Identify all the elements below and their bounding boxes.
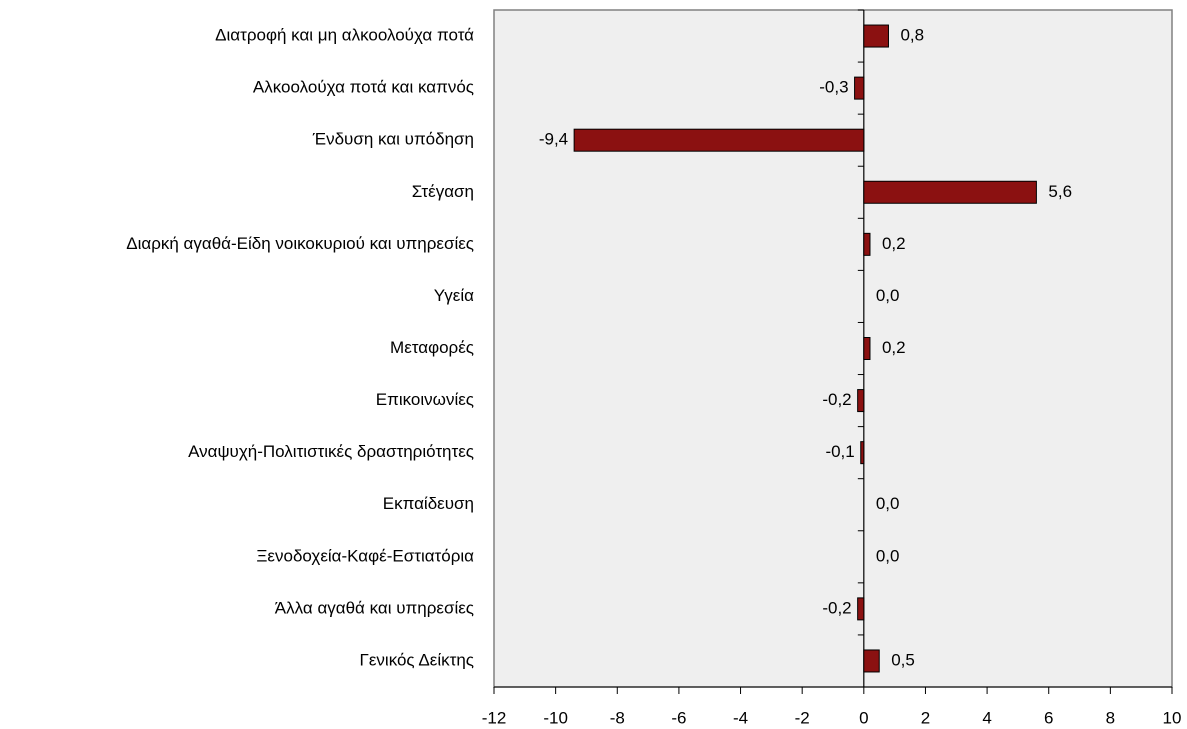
y-tick-label: Ξενοδοχεία-Καφέ-Εστιατόρια <box>256 546 474 565</box>
value-label: -0,2 <box>822 598 851 617</box>
bar <box>863 232 871 256</box>
bar <box>860 441 865 465</box>
y-tick-label: Μεταφορές <box>390 338 474 357</box>
bar <box>863 649 880 673</box>
x-tick-label: 10 <box>1163 708 1182 727</box>
y-tick-label: Εκπαίδευση <box>383 494 474 513</box>
x-tick-label: 8 <box>1106 708 1115 727</box>
value-label: 0,2 <box>882 338 906 357</box>
value-label: 0,0 <box>876 494 900 513</box>
value-label: 0,5 <box>891 650 915 669</box>
x-tick-label: 2 <box>921 708 930 727</box>
bar <box>857 389 865 413</box>
bar <box>857 597 865 621</box>
x-tick-label: 0 <box>859 708 868 727</box>
y-tick-label: Επικοινωνίες <box>376 390 474 409</box>
value-label: -0,2 <box>822 390 851 409</box>
bar <box>863 24 889 48</box>
value-label: 0,2 <box>882 234 906 253</box>
x-tick-label: -4 <box>733 708 748 727</box>
y-tick-label: Αναψυχή-Πολιτιστικές δραστηριότητες <box>188 442 474 461</box>
x-tick-label: -12 <box>482 708 507 727</box>
bar <box>573 128 865 152</box>
x-tick-label: 4 <box>982 708 991 727</box>
value-label: 0,8 <box>900 26 924 45</box>
y-tick-label: Διατροφή και μη αλκοολούχα ποτά <box>215 26 474 45</box>
value-label: -0,3 <box>819 78 848 97</box>
value-label: 5,6 <box>1048 182 1072 201</box>
x-tick-label: -6 <box>671 708 686 727</box>
value-label: -0,1 <box>825 442 854 461</box>
bar <box>854 76 865 100</box>
y-tick-label: Άλλα αγαθά και υπηρεσίες <box>275 598 474 617</box>
value-label: -9,4 <box>539 130 568 149</box>
y-tick-label: Ένδυση και υπόδηση <box>312 130 474 149</box>
plot-area <box>493 9 1173 688</box>
x-tick-label: -8 <box>610 708 625 727</box>
y-tick-label: Διαρκή αγαθά-Είδη νοικοκυριού και υπηρεσ… <box>126 234 474 253</box>
y-tick-label: Στέγαση <box>412 182 474 201</box>
y-tick-label: Γενικός Δείκτης <box>359 650 474 669</box>
bar <box>863 337 871 360</box>
y-tick-label: Αλκοολούχα ποτά και καπνός <box>253 78 474 97</box>
value-label: 0,0 <box>876 286 900 305</box>
value-label: 0,0 <box>876 546 900 565</box>
y-tick-label: Υγεία <box>434 286 474 305</box>
x-tick-label: -10 <box>543 708 568 727</box>
x-tick-label: -2 <box>795 708 810 727</box>
bar <box>863 180 1037 204</box>
x-tick-label: 6 <box>1044 708 1053 727</box>
